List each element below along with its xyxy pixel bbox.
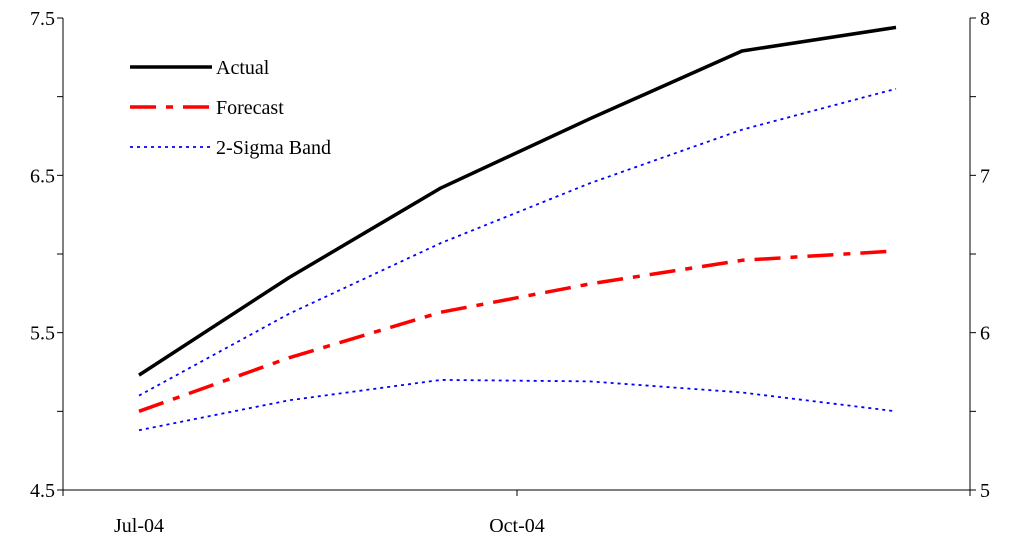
axes: 4.5 5.5 6.5 7.5 5 6 7 8 Jul-04 Oct-04 (30, 8, 990, 537)
right-tick-label: 8 (980, 8, 990, 30)
x-tick-label: Jul-04 (114, 515, 164, 537)
series-line-actual (138, 25, 897, 377)
right-tick-label: 6 (980, 323, 990, 345)
right-tick-label: 5 (980, 480, 990, 502)
series-line-band-lower (138, 378, 897, 432)
legend-label-forecast: Forecast (216, 97, 284, 119)
x-tick-label: Oct-04 (489, 515, 545, 537)
series-lines (138, 25, 897, 432)
series-line-forecast (138, 249, 897, 413)
right-tick-label: 7 (980, 165, 990, 187)
legend-label-actual: Actual (216, 57, 270, 79)
left-tick-label: 6.5 (30, 165, 55, 187)
series-line-2-sigma-band (138, 87, 897, 397)
legend: Actual Forecast 2-Sigma Band (130, 57, 331, 159)
left-tick-label: 4.5 (30, 480, 55, 502)
left-tick-label: 5.5 (30, 323, 55, 345)
left-tick-label: 7.5 (30, 8, 55, 30)
legend-label-2-sigma-band: 2-Sigma Band (216, 137, 331, 159)
